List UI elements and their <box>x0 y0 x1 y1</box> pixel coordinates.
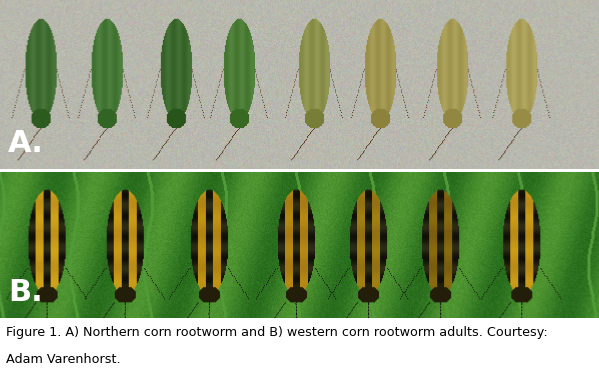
Text: B.: B. <box>8 278 43 307</box>
Text: Figure 1. A) Northern corn rootworm and B) western corn rootworm adults. Courtes: Figure 1. A) Northern corn rootworm and … <box>6 326 547 339</box>
Text: Adam Varenhorst.: Adam Varenhorst. <box>6 353 120 366</box>
Text: A.: A. <box>8 129 44 158</box>
